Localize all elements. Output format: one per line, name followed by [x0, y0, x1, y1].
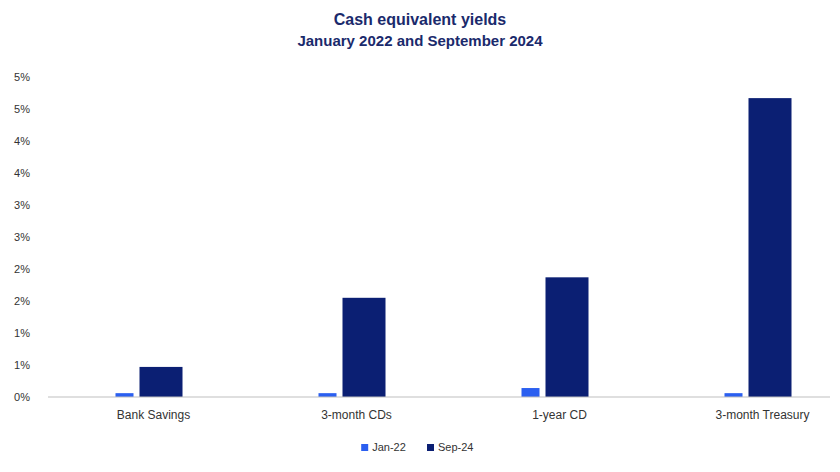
- legend-swatch: [361, 444, 368, 451]
- bar: [749, 98, 792, 397]
- x-tick-label: 3-month Treasury: [715, 408, 809, 422]
- x-tick-label: 3-month CDs: [321, 408, 392, 422]
- bars: [116, 98, 792, 397]
- bar: [725, 393, 743, 397]
- chart-container: Cash equivalent yields January 2022 and S…: [0, 0, 840, 472]
- y-tick-label: 4%: [14, 135, 30, 147]
- y-tick-label: 2%: [14, 295, 30, 307]
- bar: [343, 298, 386, 397]
- y-tick-label: 5%: [14, 103, 30, 115]
- x-tick-label: 1-year CD: [532, 408, 587, 422]
- bar: [546, 277, 589, 397]
- x-axis-line: [48, 397, 830, 398]
- bar: [116, 393, 134, 397]
- legend-label: Jan-22: [372, 441, 406, 453]
- subtitle: January 2022 and September 2024: [297, 32, 543, 49]
- title: Cash equivalent yields: [334, 11, 507, 28]
- y-tick-label: 3%: [14, 199, 30, 211]
- legend-swatch: [427, 444, 434, 451]
- bar: [319, 393, 337, 397]
- y-tick-label: 1%: [14, 359, 30, 371]
- y-tick-label: 4%: [14, 167, 30, 179]
- y-tick-label: 2%: [14, 263, 30, 275]
- y-tick-label: 3%: [14, 231, 30, 243]
- chart: Cash equivalent yields January 2022 and S…: [0, 0, 840, 472]
- y-tick-label: 5%: [14, 71, 30, 83]
- bar: [140, 367, 183, 397]
- y-tick-label: 1%: [14, 327, 30, 339]
- legend: Jan-22 Sep-24: [361, 441, 473, 453]
- bar: [522, 388, 540, 397]
- legend-label: Sep-24: [438, 441, 473, 453]
- x-tick-label: Bank Savings: [117, 408, 190, 422]
- y-tick-label: 0%: [14, 391, 30, 403]
